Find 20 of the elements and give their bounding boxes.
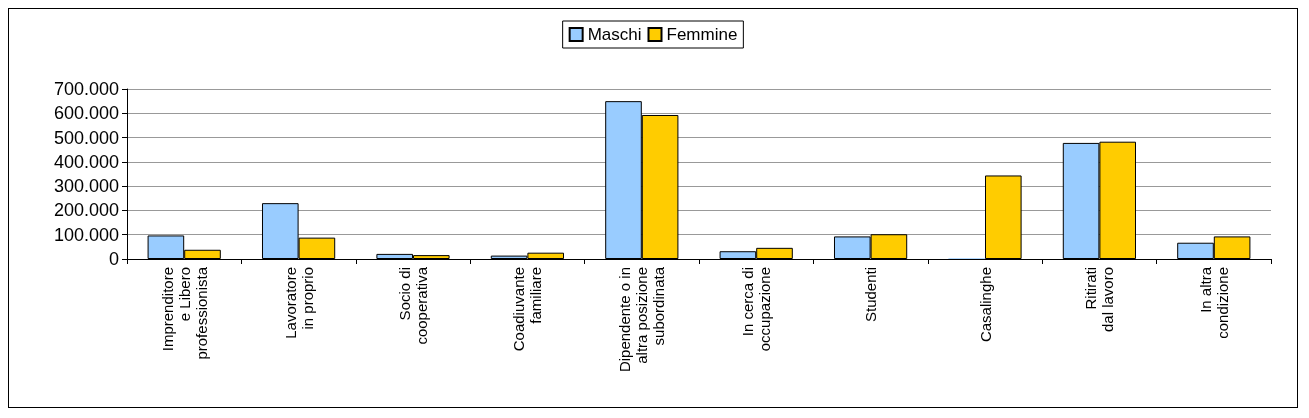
y-tick-label: 0 [108, 249, 119, 269]
y-tick-label: 400.000 [53, 151, 119, 172]
x-tick-label: Socio di cooperativa [396, 266, 430, 345]
x-tick-label: Lavoratore in proprio [281, 267, 316, 339]
y-tick-label: 700.000 [53, 79, 119, 99]
legend-label: Maschi [587, 25, 642, 44]
x-tick-label: Dipendente o in altra posizione subordinata [616, 266, 668, 373]
y-tick-label: 600.000 [53, 103, 119, 124]
x-tick-label: Coadiuvante familiare [510, 267, 545, 352]
x-tick-label: Studenti [862, 267, 880, 323]
x-tick-label: In cerca di occupazione [739, 267, 774, 352]
x-tick-label: Ritirati dal lavoro [1082, 267, 1117, 333]
y-tick-label: 200.000 [53, 200, 119, 221]
x-tick-label: In altra condizione [1196, 266, 1231, 339]
y-tick-label: 500.000 [53, 127, 119, 148]
x-tick-label: Imprenditore e Libero professionista [158, 266, 210, 360]
x-tick-label: Casalinghe [976, 267, 994, 343]
legend-label: Femmine [666, 25, 738, 44]
y-tick-label: 300.000 [53, 176, 119, 197]
y-tick-label: 100.000 [53, 224, 119, 245]
